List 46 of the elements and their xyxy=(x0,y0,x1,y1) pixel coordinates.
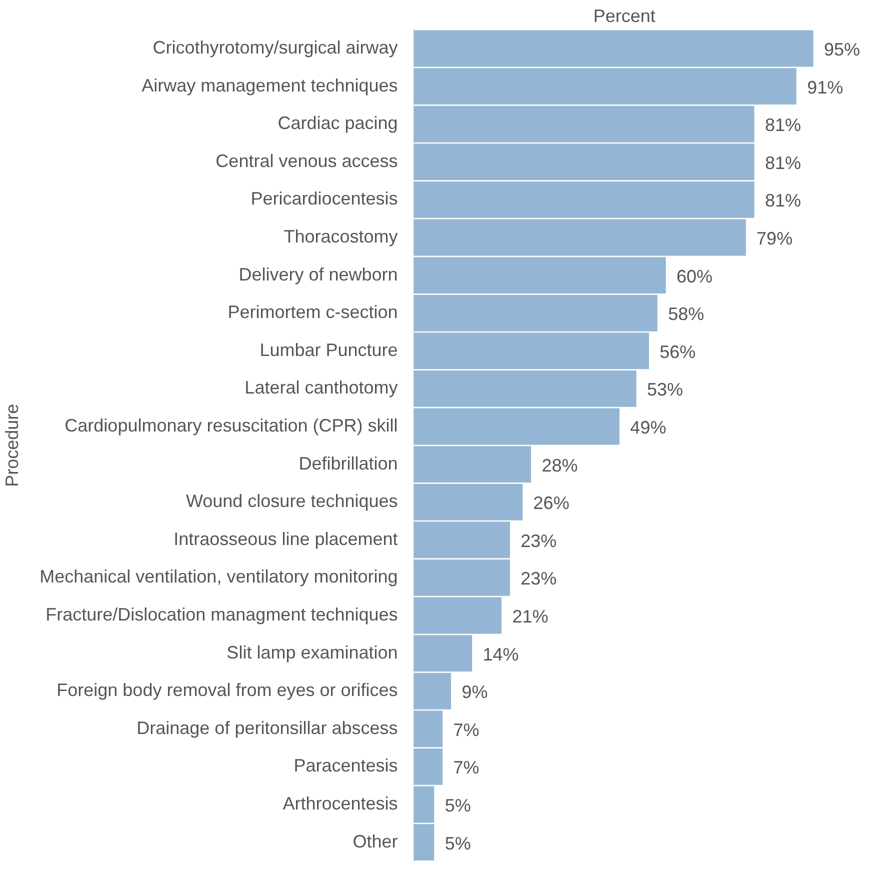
y-tick-label: Foreign body removal from eyes or orifices xyxy=(56,680,398,700)
y-tick-label: Thoracostomy xyxy=(284,226,398,246)
data-label: 79% xyxy=(756,228,793,248)
data-label: 26% xyxy=(533,493,570,514)
y-tick-label: Airway management techniques xyxy=(142,75,398,96)
y-tick-label: Perimortem c-section xyxy=(228,302,398,322)
y-tick-label: Lateral canthotomy xyxy=(244,378,398,398)
data-label: 56% xyxy=(660,342,696,362)
y-tick-label: Fracture/Dislocation managment techniques xyxy=(46,604,398,624)
y-tick-label: Slit lamp examination xyxy=(226,642,398,662)
y-tick-label: Drainage of peritonsillar abscess xyxy=(136,718,398,738)
y-tick-label: Wound closure techniques xyxy=(186,491,398,512)
data-label: 81% xyxy=(764,115,801,136)
data-label: 81% xyxy=(764,152,801,173)
data-label: 21% xyxy=(512,606,548,626)
y-tick-label: Mechanical ventilation, ventilatory monitoring xyxy=(40,566,398,587)
y-tick-label: Defibrillation xyxy=(298,453,398,474)
y-tick-label: Other xyxy=(352,831,398,852)
y-tick-label: Pericardiocentesis xyxy=(250,188,398,209)
data-label: 5% xyxy=(444,795,471,816)
y-tick-label: Arthrocentesis xyxy=(282,793,398,814)
y-tick-label: Intraosseous line placement xyxy=(174,528,398,549)
data-label: 81% xyxy=(764,190,801,211)
data-label: 95% xyxy=(824,39,860,60)
data-label: 9% xyxy=(462,682,488,702)
y-tick-label: Delivery of newborn xyxy=(238,264,398,284)
data-label: 7% xyxy=(453,758,480,778)
data-label: 91% xyxy=(807,77,844,98)
y-tick-label: Cardiopulmonary resuscitation (CPR) skill xyxy=(64,415,398,436)
data-label: 28% xyxy=(542,455,578,476)
data-label: 49% xyxy=(630,417,666,438)
data-label: 58% xyxy=(668,304,704,324)
y-axis-title: Procedure xyxy=(2,404,22,487)
data-label: 14% xyxy=(482,644,519,664)
data-label: 23% xyxy=(520,530,557,551)
data-label: 60% xyxy=(676,266,713,286)
x-axis-title: Percent xyxy=(593,6,656,26)
data-label: 5% xyxy=(444,833,471,854)
y-tick-label: Cardiac pacing xyxy=(278,113,398,134)
data-label: 53% xyxy=(647,380,684,400)
y-tick-label: Central venous access xyxy=(216,150,398,171)
y-tick-label: Lumbar Puncture xyxy=(260,340,398,360)
data-label: 7% xyxy=(453,720,480,740)
y-tick-label: Paracentesis xyxy=(294,756,398,776)
data-label: 23% xyxy=(520,568,557,589)
y-tick-label: Cricothyrotomy/surgical airway xyxy=(152,37,398,58)
